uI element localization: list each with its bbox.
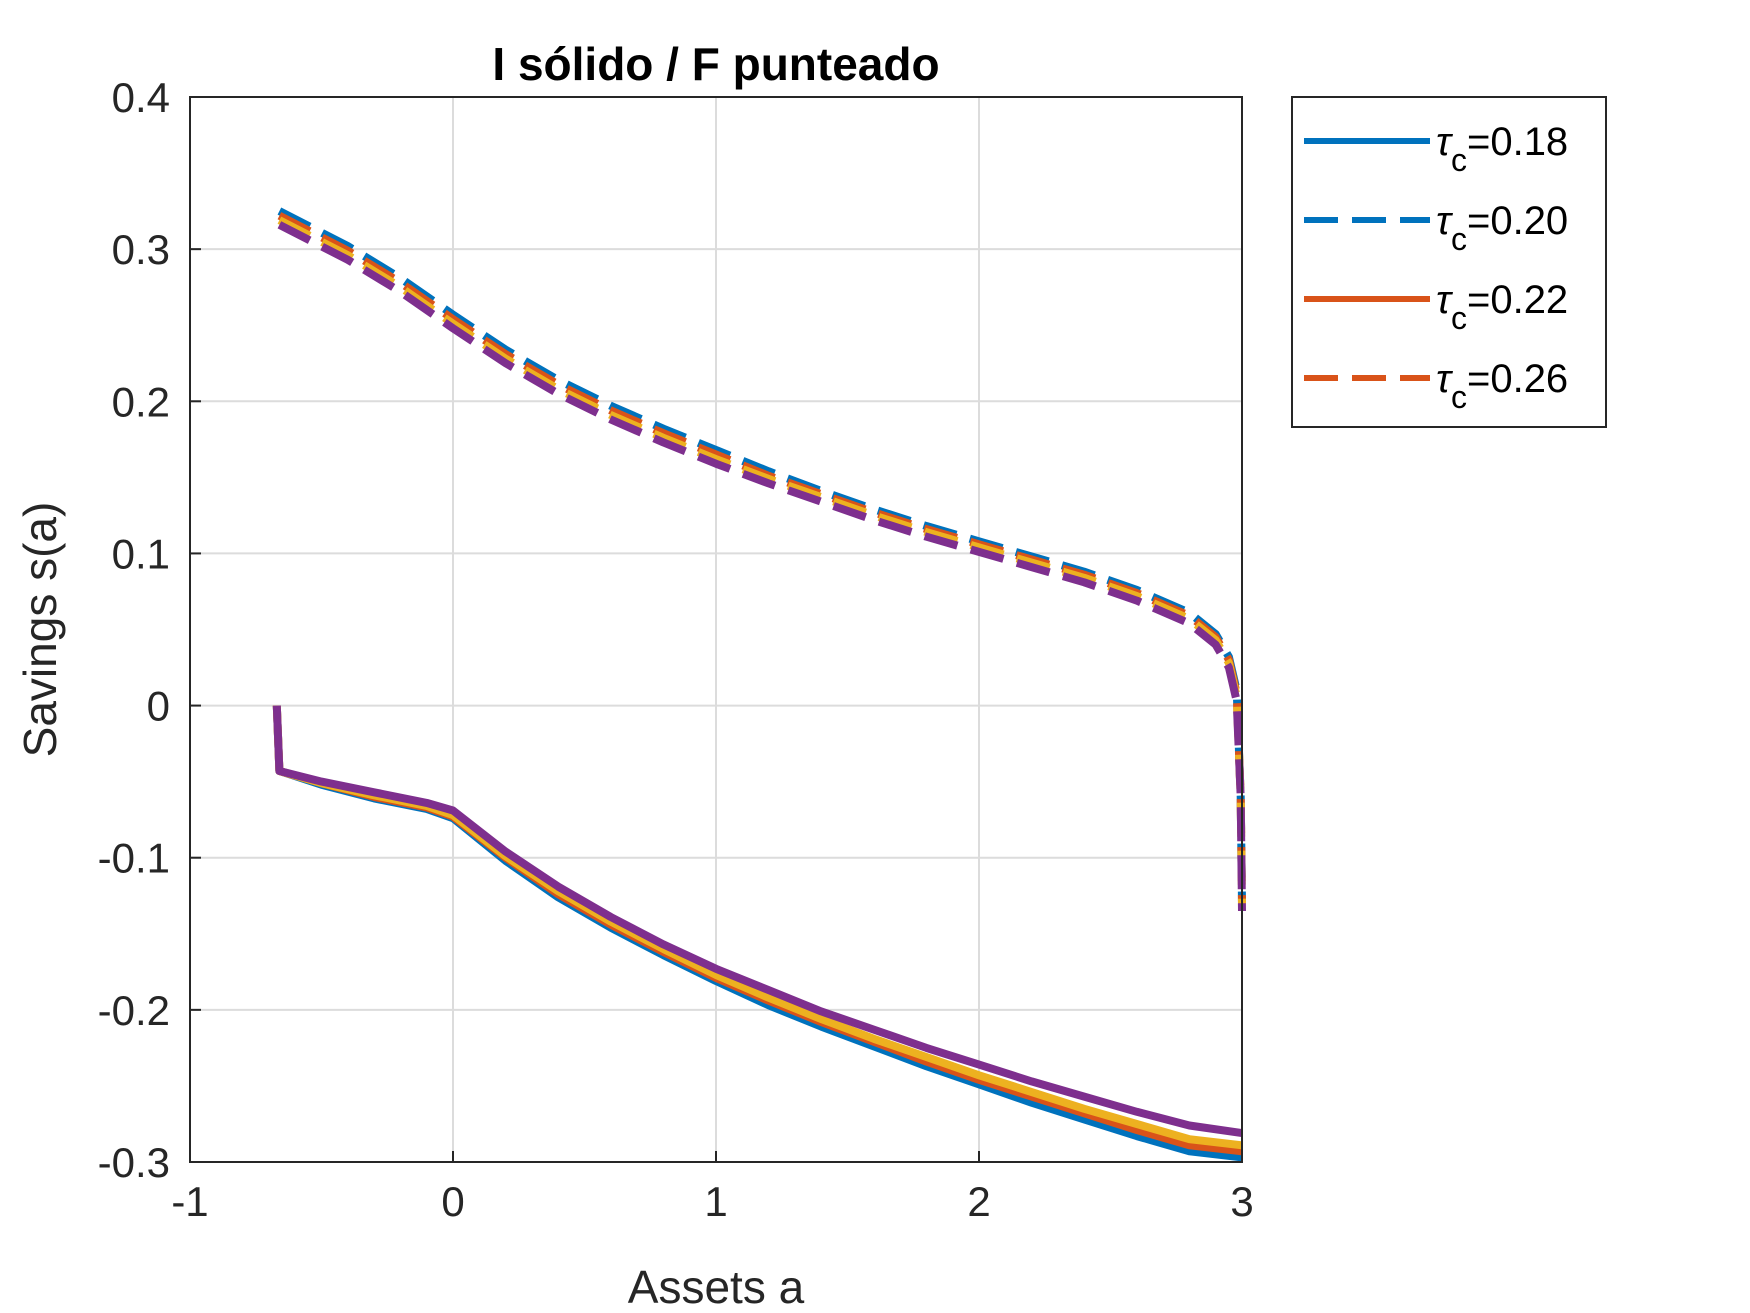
y-tick-label: 0 [147,683,170,730]
legend-tau-symbol: τ [1436,357,1454,401]
legend-tau-symbol: τ [1436,278,1454,322]
legend-label-2: τc=0.20 [1436,199,1568,257]
grid-lines [189,96,1243,1163]
legend-box [1291,96,1607,428]
legend-value: =0.18 [1467,120,1568,164]
legend-label-1: τc=0.18 [1436,120,1568,178]
legend-tau-symbol: τ [1436,120,1454,164]
y-tick-label: -0.2 [98,987,170,1034]
x-tick-label: 0 [441,1178,464,1225]
series-line-8-dashed [277,221,1246,912]
series-line-7-solid [272,705,1243,1138]
y-axis-label: Savings s(a) [14,502,66,758]
x-tick-label: -1 [171,1178,208,1225]
legend-label-4: τc=0.26 [1436,357,1568,415]
chart-title: I sólido / F punteado [492,38,939,90]
series-layer [272,207,1246,1162]
x-axis-label: Assets a [628,1261,805,1313]
y-tick-label: -0.1 [98,835,170,882]
legend-label-3: τc=0.22 [1436,278,1568,336]
legend-tau-symbol: τ [1436,199,1454,243]
legend-value: =0.22 [1467,278,1568,322]
legend-subscript: c [1451,221,1467,257]
legend-subscript: c [1451,300,1467,336]
x-tick-label: 2 [967,1178,990,1225]
axis-ticks: -1 0 1 2 3 -0.3 -0.2 -0.1 0 0.1 0.2 0.3 0.4 [98,74,1254,1225]
legend-value: =0.26 [1467,357,1568,401]
y-tick-label: -0.3 [98,1139,170,1186]
y-tick-label: 0.2 [112,378,170,425]
legend-subscript: c [1451,142,1467,178]
y-tick-label: 0.1 [112,530,170,577]
y-tick-label: 0.4 [112,74,170,121]
legend-subscript: c [1451,379,1467,415]
x-tick-label: 3 [1230,1178,1253,1225]
legend-value: =0.20 [1467,199,1568,243]
x-tick-label: 1 [704,1178,727,1225]
y-tick-label: 0.3 [112,226,170,273]
